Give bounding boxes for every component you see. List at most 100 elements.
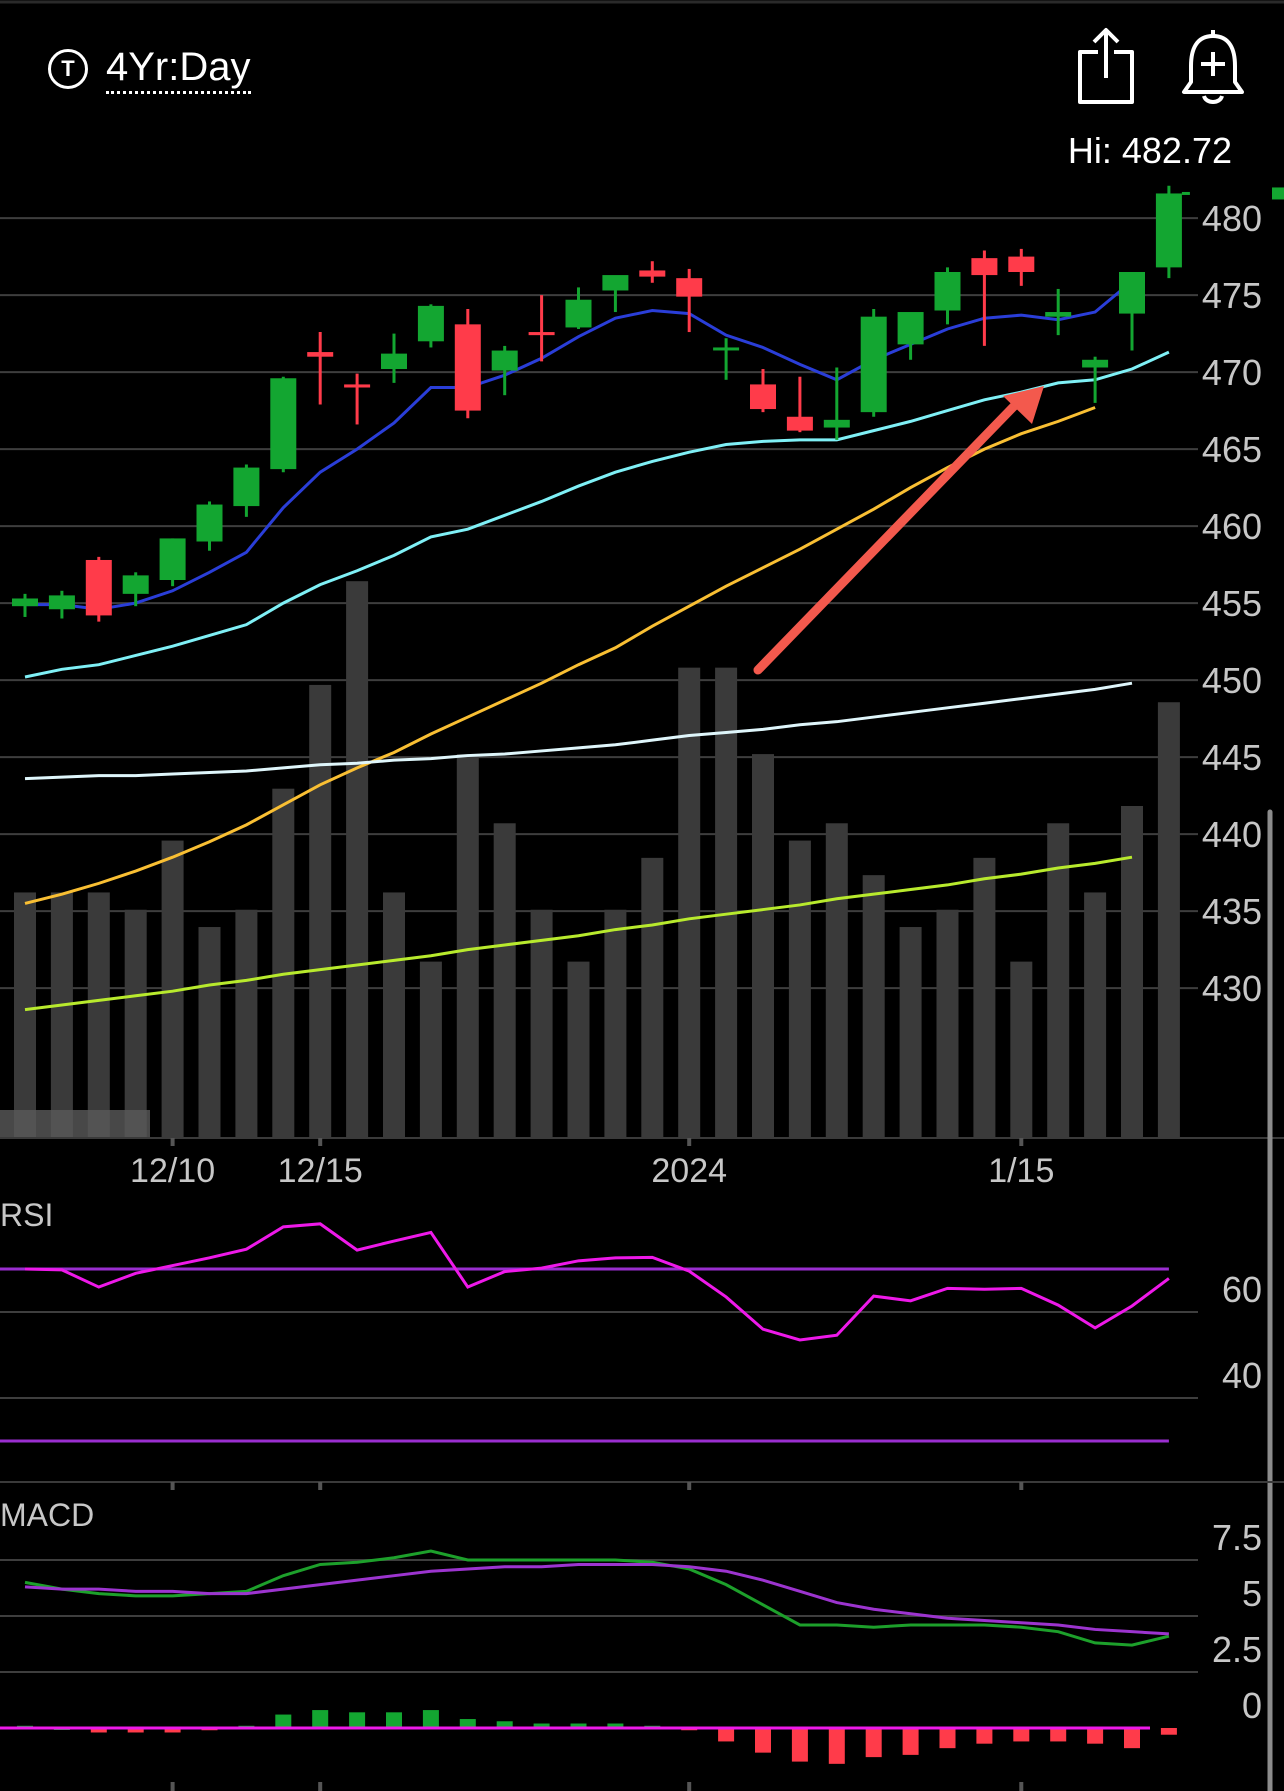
volume-bar (1047, 823, 1070, 1138)
candle-body (233, 467, 260, 507)
volume-bar (50, 892, 73, 1138)
candle-body (417, 305, 444, 342)
macd-histogram-bar (939, 1728, 956, 1749)
macd-tick-label: 0 (1242, 1685, 1262, 1726)
moving-average-line (24, 855, 1133, 1012)
price-tick-label: 435 (1202, 891, 1262, 932)
candle-body (971, 258, 998, 276)
candle-body (934, 272, 961, 311)
moving-average-line (24, 681, 1133, 781)
x-tick-label: 2024 (651, 1152, 727, 1190)
macd-histogram-bar (312, 1710, 329, 1728)
volume-bar (752, 754, 774, 1138)
candle-body (344, 384, 371, 388)
macd-histogram-bar (1160, 1728, 1177, 1735)
candle-body (491, 350, 518, 371)
macd-histogram-bar (865, 1728, 882, 1758)
rsi-line (24, 1222, 1170, 1342)
moving-average-line (24, 350, 1170, 679)
macd-histogram-bar (976, 1728, 993, 1744)
candle-body (196, 504, 223, 542)
volume-bar (14, 892, 36, 1138)
volume-bar (788, 840, 811, 1138)
macd-histogram-bar (828, 1728, 845, 1764)
chart-header: T 4Yr:Day Hi: 482.72 (0, 0, 1284, 171)
volume-bar (530, 909, 553, 1138)
macd-histogram-bar (422, 1710, 439, 1728)
volume-bar (936, 909, 959, 1138)
price-tick-label: 430 (1202, 968, 1262, 1009)
macd-histogram-bar (1124, 1728, 1140, 1749)
volume-bar (1010, 961, 1033, 1138)
volume-bar (1121, 805, 1143, 1138)
volume-bar (973, 857, 996, 1138)
volume-bar (309, 684, 332, 1138)
price-tick-label: 475 (1202, 275, 1262, 316)
alert-button[interactable] (1176, 26, 1250, 106)
price-tick-label: 440 (1202, 814, 1262, 855)
x-tick-label: 12/15 (278, 1152, 363, 1190)
rsi-title: RSI (0, 1197, 53, 1233)
volume-bar (715, 667, 738, 1138)
candle-body (713, 347, 740, 351)
candle-body (676, 278, 703, 297)
macd-histogram-bar (755, 1728, 771, 1753)
candle-body (12, 598, 38, 607)
price-tick-label: 445 (1202, 737, 1262, 778)
range-handle (0, 1110, 150, 1138)
price-tick-label: 470 (1202, 352, 1262, 393)
candle-body (1008, 256, 1035, 272)
candle-body (639, 270, 666, 277)
price-tick-label: 465 (1202, 429, 1262, 470)
volume-bar (124, 909, 147, 1138)
macd-histogram-bar (496, 1721, 513, 1728)
volume-bar (346, 581, 369, 1138)
volume-bar (235, 909, 258, 1138)
candle-body (85, 559, 112, 616)
volume-bar (198, 927, 221, 1138)
trend-arrow-line (753, 395, 1025, 675)
moving-average-line (25, 280, 1133, 611)
period-selector[interactable]: T 4Yr:Day (48, 44, 251, 94)
candle-body (750, 384, 776, 410)
price-tick-label: 480 (1202, 198, 1262, 239)
candle-body (786, 416, 813, 431)
share-icon (1078, 28, 1134, 104)
volume-bar (383, 892, 405, 1138)
macd-histogram-bar (570, 1723, 587, 1728)
candle-body (48, 595, 75, 610)
candle-body (122, 575, 149, 594)
volume-bar (272, 788, 295, 1138)
macd-tick-label: 7.5 (1212, 1517, 1262, 1558)
candle-body (454, 324, 481, 411)
macd-histogram-bar (533, 1723, 550, 1728)
price-tick-label: 455 (1202, 583, 1262, 624)
candle-body (381, 353, 407, 370)
volume-bar (567, 961, 590, 1138)
share-button[interactable] (1068, 26, 1142, 106)
candle-body (897, 312, 924, 345)
volume-bar (604, 909, 627, 1138)
macd-tick-label: 5 (1242, 1573, 1262, 1614)
high-price-label: Hi: 482.72 (1067, 130, 1232, 171)
macd-histogram-bar (164, 1728, 181, 1733)
candle-body (1119, 272, 1145, 314)
period-label: 4Yr:Day (106, 45, 251, 94)
price-tick-label: 450 (1202, 660, 1262, 701)
candle-body (565, 299, 592, 328)
macd-histogram-bar (349, 1712, 366, 1728)
volume-bar (493, 823, 516, 1138)
rsi-tick-label: 60 (1222, 1269, 1262, 1310)
volume-bar (1157, 702, 1180, 1138)
macd-histogram-bar (1087, 1728, 1104, 1744)
rsi-tick-label: 40 (1222, 1355, 1262, 1396)
t-circle-icon: T (48, 49, 88, 89)
macd-histogram-bar (90, 1728, 107, 1733)
macd-histogram-bar (902, 1728, 919, 1755)
volume-bar (825, 823, 848, 1138)
candle-body (860, 316, 887, 413)
candle-body (307, 352, 334, 357)
volume-bar (862, 875, 885, 1138)
macd-histogram-bar (607, 1723, 624, 1728)
